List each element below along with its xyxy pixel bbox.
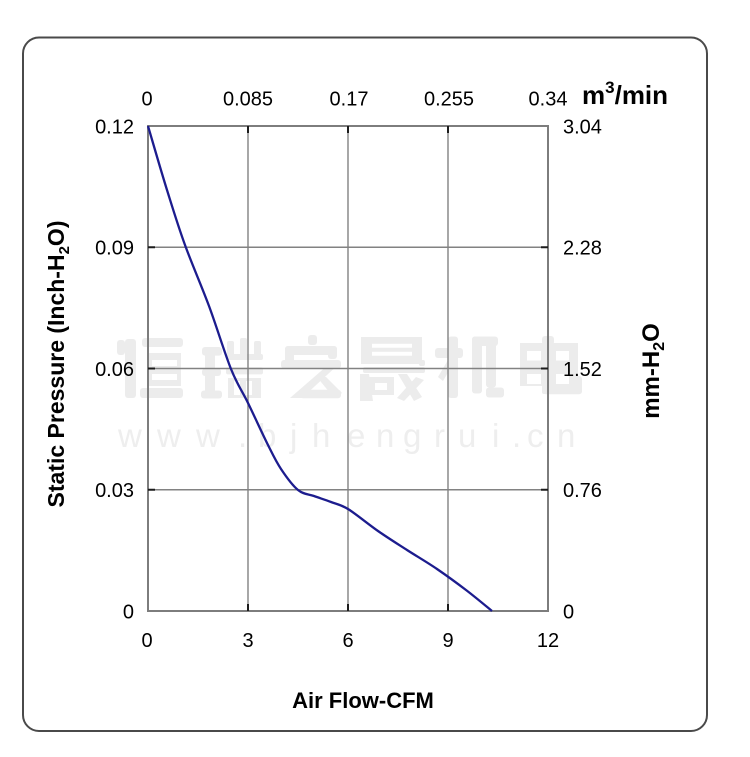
svg-text:9: 9 bbox=[442, 630, 453, 652]
svg-text:0: 0 bbox=[563, 601, 574, 623]
svg-text:0.085: 0.085 bbox=[223, 89, 273, 111]
svg-text:0.09: 0.09 bbox=[95, 238, 134, 260]
svg-text:0.17: 0.17 bbox=[330, 89, 369, 111]
svg-text:3: 3 bbox=[242, 630, 253, 652]
svg-text:3.04: 3.04 bbox=[563, 116, 602, 138]
svg-text:Static Pressure (Inch-H2O): Static Pressure (Inch-H2O) bbox=[43, 221, 73, 508]
svg-text:0.76: 0.76 bbox=[563, 480, 602, 502]
svg-text:0: 0 bbox=[141, 630, 152, 652]
svg-text:0: 0 bbox=[123, 601, 134, 623]
svg-text:Air Flow-CFM: Air Flow-CFM bbox=[292, 688, 434, 713]
svg-text:0.12: 0.12 bbox=[95, 116, 134, 138]
svg-text:12: 12 bbox=[537, 630, 559, 652]
svg-text:2.28: 2.28 bbox=[563, 238, 602, 260]
svg-text:0.06: 0.06 bbox=[95, 359, 134, 381]
svg-text:mm-H2O: mm-H2O bbox=[638, 323, 668, 419]
svg-text:0.255: 0.255 bbox=[424, 89, 474, 111]
svg-text:1.52: 1.52 bbox=[563, 359, 602, 381]
svg-text:0.34: 0.34 bbox=[529, 89, 568, 111]
svg-text:0.03: 0.03 bbox=[95, 480, 134, 502]
svg-text:6: 6 bbox=[342, 630, 353, 652]
svg-text:0: 0 bbox=[141, 89, 152, 111]
svg-text:m3/min: m3/min bbox=[582, 78, 668, 110]
